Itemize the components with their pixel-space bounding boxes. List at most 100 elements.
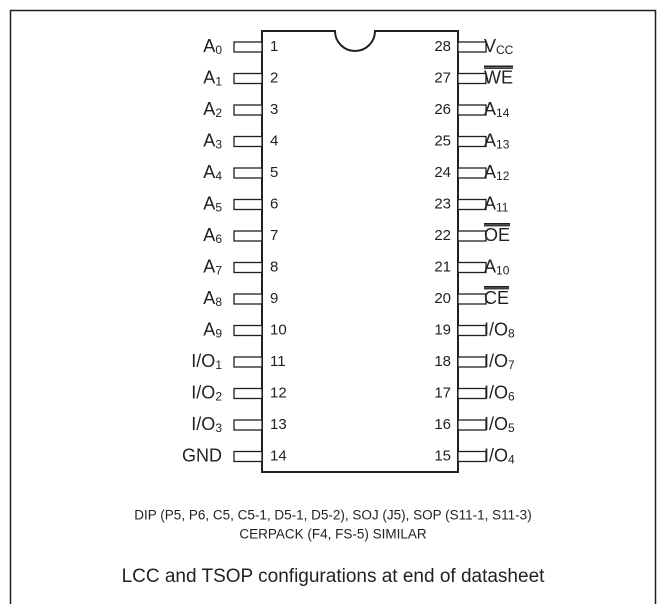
pin [457, 167, 487, 179]
pin-number: 18 [434, 353, 451, 370]
pin-label: GND [182, 445, 222, 465]
pin-label: I/O7 [484, 351, 515, 372]
pin-number: 1 [270, 38, 278, 55]
pin-number: 8 [270, 258, 278, 275]
pin-number: 3 [270, 101, 278, 118]
pin-label: I/O3 [191, 414, 222, 435]
frame [9, 9, 657, 604]
pin-subscript: 8 [508, 327, 515, 341]
pin [457, 356, 487, 368]
pin-number: 14 [270, 447, 287, 464]
pin-label: A10 [484, 256, 510, 277]
pin-number: 16 [434, 416, 451, 433]
pin-name: A [203, 99, 215, 119]
pin-label: A0 [203, 36, 222, 57]
pin-subscript: 3 [215, 138, 222, 152]
pin [457, 419, 487, 431]
pin-number: 20 [434, 290, 451, 307]
pin [457, 72, 487, 85]
pin [457, 261, 487, 274]
pin-name: A [203, 67, 215, 87]
pin-label: WE [484, 67, 513, 87]
pin-label: OE [484, 225, 510, 245]
pin-subscript: 8 [215, 295, 222, 309]
pin [233, 324, 263, 337]
pin-label: A12 [484, 162, 510, 183]
pin-name: I/O [484, 414, 508, 434]
pin [233, 293, 263, 305]
pin-label: I/O1 [191, 351, 222, 372]
pin-label: A9 [203, 319, 222, 340]
pin-name: A [203, 288, 215, 308]
pin-label: A3 [203, 130, 222, 151]
pin-label: A13 [484, 130, 510, 151]
pin-subscript: 6 [508, 390, 515, 404]
pin-subscript: 7 [215, 264, 222, 278]
pin-subscript: 5 [215, 201, 222, 215]
pin-label: I/O8 [484, 319, 515, 340]
pin [233, 135, 263, 148]
package-note: DIP (P5, P6, C5, C5-1, D5-1, D5-2), SOJ … [134, 508, 531, 523]
pin-subscript: 4 [508, 453, 515, 467]
pin-number: 23 [434, 195, 451, 212]
pin [233, 356, 263, 368]
pin [457, 450, 487, 463]
pin-name: GND [182, 445, 222, 465]
pin-number: 9 [270, 290, 278, 307]
chip-body [261, 30, 459, 473]
pin-label: A14 [484, 99, 510, 120]
pin-name: V [484, 36, 496, 56]
pin-label: A8 [203, 288, 222, 309]
pin-label: A1 [203, 67, 222, 88]
pin-label: A4 [203, 162, 222, 183]
pin-name: A [203, 319, 215, 339]
pin-label: I/O5 [484, 414, 515, 435]
pin-label: A6 [203, 225, 222, 246]
pin-label: A11 [484, 193, 509, 214]
pin-number: 19 [434, 321, 451, 338]
pin-subscript: 1 [215, 358, 222, 372]
pin-number: 12 [270, 384, 287, 401]
caption: LCC and TSOP configurations at end of da… [122, 566, 546, 587]
pin [457, 198, 487, 211]
pin-name: I/O [484, 445, 508, 465]
pin-name: I/O [484, 382, 508, 402]
pin-number: 11 [270, 353, 286, 370]
pin-number: 6 [270, 195, 278, 212]
pin-number: 27 [434, 69, 451, 86]
pin-subscript: 11 [496, 201, 509, 215]
pin [233, 72, 263, 85]
pin [457, 324, 487, 337]
pin-name: I/O [191, 382, 215, 402]
pin [233, 419, 263, 431]
pin-number: 22 [434, 227, 451, 244]
pin-label: I/O4 [484, 445, 515, 466]
pin-name: A [203, 193, 215, 213]
pin-subscript: 2 [215, 390, 222, 404]
pin-subscript: 6 [215, 232, 222, 246]
pin-number: 15 [434, 447, 451, 464]
pin-label: A7 [203, 256, 222, 277]
pin-subscript: 14 [496, 106, 510, 120]
pin-subscript: 7 [508, 358, 515, 372]
pin-name: A [484, 256, 496, 276]
pin-name: A [203, 36, 215, 56]
package-note: CERPACK (F4, FS-5) SIMILAR [239, 527, 427, 542]
pin-number: 2 [270, 69, 278, 86]
pin [233, 450, 263, 463]
pin-number: 17 [434, 384, 451, 401]
pin-subscript: CC [496, 43, 514, 57]
pin-label: I/O6 [484, 382, 515, 403]
pin [457, 135, 487, 148]
pin [233, 230, 263, 242]
pin [457, 293, 487, 305]
pin [233, 167, 263, 179]
pin-name: I/O [484, 351, 508, 371]
pin-subscript: 0 [215, 43, 222, 57]
pin-number: 28 [434, 38, 451, 55]
pin-number: 4 [270, 132, 278, 149]
pin [233, 104, 263, 116]
pin [457, 387, 487, 400]
pin [233, 198, 263, 211]
